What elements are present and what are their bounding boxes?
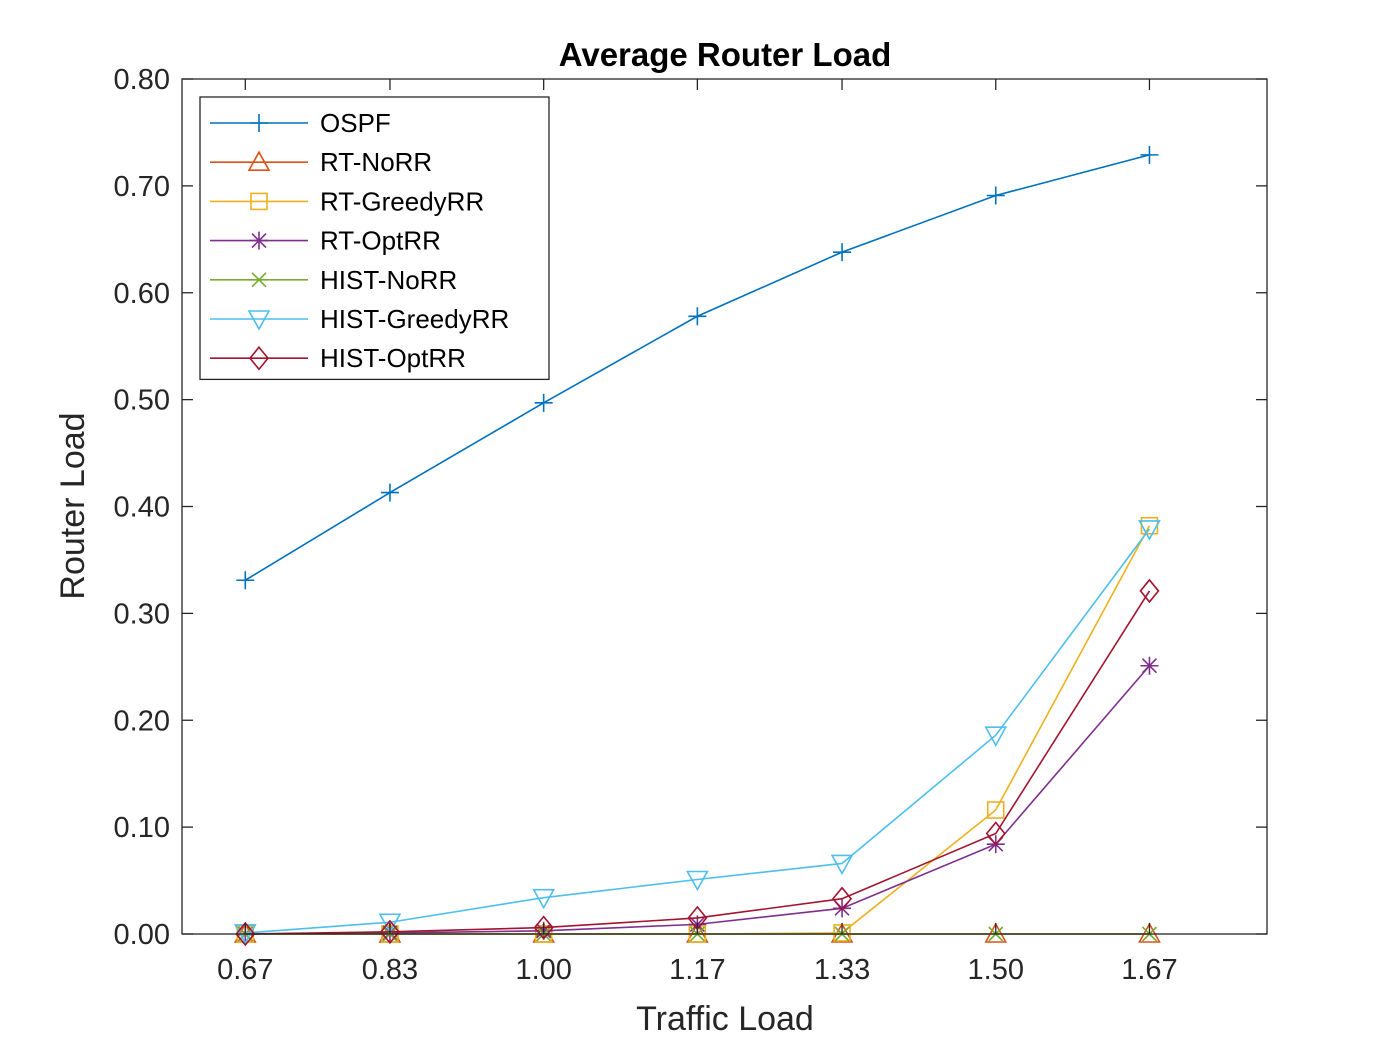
data-point-ospf-0: [236, 571, 255, 590]
legend-item-rt-optrr: RT-OptRR: [210, 226, 441, 256]
data-point-hist-greedyrr-4: [830, 854, 854, 876]
x-tick-label: 1.33: [814, 954, 870, 986]
y-tick-label: 0.00: [114, 919, 170, 951]
legend-marker: [247, 150, 271, 171]
series-hist-greedyrr: [233, 520, 1161, 945]
data-point-hist-greedyrr-6: [1138, 520, 1161, 541]
series-ospf: [236, 145, 1159, 590]
legend-item-rt-greedyrr: RT-GreedyRR: [210, 186, 484, 216]
y-axis-label: Router Load: [54, 412, 92, 599]
y-tick-label: 0.40: [114, 492, 170, 524]
legend-item-ospf: OSPF: [210, 108, 391, 138]
legend-marker: [250, 192, 268, 211]
data-point-ospf-2: [534, 393, 553, 412]
data-point-rt-norr-5: [984, 922, 1008, 943]
data-point-hist-optrr-0: [235, 921, 256, 947]
data-point-hist-greedyrr-5: [984, 726, 1008, 747]
data-point-hist-optrr-1: [379, 919, 400, 945]
data-point-rt-norr-6: [1138, 922, 1161, 943]
data-point-ospf-5: [986, 186, 1005, 205]
data-point-hist-optrr-6: [1139, 578, 1160, 604]
legend-label: RT-GreedyRR: [320, 186, 484, 216]
x-tick-label: 0.83: [362, 954, 418, 986]
data-point-rt-greedyrr-5: [986, 801, 1005, 819]
legend-label: RT-NoRR: [320, 147, 432, 177]
x-tick-label: 1.17: [669, 954, 725, 986]
legend-label: HIST-GreedyRR: [320, 304, 509, 334]
legend-box: [199, 96, 550, 381]
x-tick-label: 1.00: [515, 954, 571, 986]
legend-marker: [251, 272, 267, 288]
data-point-ospf-4: [833, 243, 852, 262]
data-point-ospf-1: [380, 483, 399, 502]
legend-marker: [250, 114, 268, 132]
y-tick-label: 0.10: [114, 812, 170, 844]
y-tick-label: 0.70: [114, 171, 170, 203]
legend-marker: [247, 310, 271, 331]
legend: OSPF RT-NoRR RT-GreedyRR RT-OptRR HIST-NoRR H…: [199, 96, 550, 381]
legend-label: RT-OptRR: [320, 226, 441, 256]
data-point-ospf-3: [688, 307, 707, 326]
x-axis-label: Traffic Load: [636, 1000, 814, 1038]
y-tick-label: 0.30: [114, 598, 170, 630]
y-tick-label: 0.80: [114, 64, 170, 96]
data-point-hist-greedyrr-2: [532, 888, 556, 910]
legend-item-hist-greedyrr: HIST-GreedyRR: [210, 304, 509, 334]
y-tick-label: 0.60: [114, 278, 170, 310]
legend-marker: [248, 345, 270, 371]
data-point-hist-greedyrr-1: [378, 913, 402, 934]
legend-label: OSPF: [320, 108, 391, 138]
series-line-hist-greedyrr: [245, 528, 1151, 934]
data-point-hist-optrr-5: [985, 821, 1006, 846]
data-point-rt-optrr-6: [1140, 656, 1159, 675]
legend-marker: [250, 231, 268, 250]
x-tick-label: 1.50: [968, 954, 1024, 986]
data-point-hist-optrr-2: [533, 915, 554, 940]
chart-title: Average Router Load: [559, 36, 892, 73]
legend-label: HIST-OptRR: [320, 343, 466, 373]
x-tick-label: 0.67: [217, 954, 273, 986]
x-tick-label: 1.67: [1121, 954, 1177, 986]
data-point-ospf-6: [1140, 145, 1159, 164]
legend-item-hist-norr: HIST-NoRR: [210, 265, 457, 295]
legend-label: HIST-NoRR: [320, 265, 457, 295]
legend-item-hist-optrr: HIST-OptRR: [210, 343, 466, 373]
y-tick-label: 0.20: [114, 705, 170, 737]
data-point-hist-greedyrr-3: [686, 870, 709, 892]
data-point-hist-optrr-4: [832, 886, 853, 911]
axes-layer: 0.67 0.83 1.00 1.17 1.33 1.50 1.67 0.00 0.10 0.20…: [114, 64, 1268, 986]
y-tick-label: 0.50: [114, 385, 170, 417]
legend-item-rt-norr: RT-NoRR: [210, 147, 432, 177]
